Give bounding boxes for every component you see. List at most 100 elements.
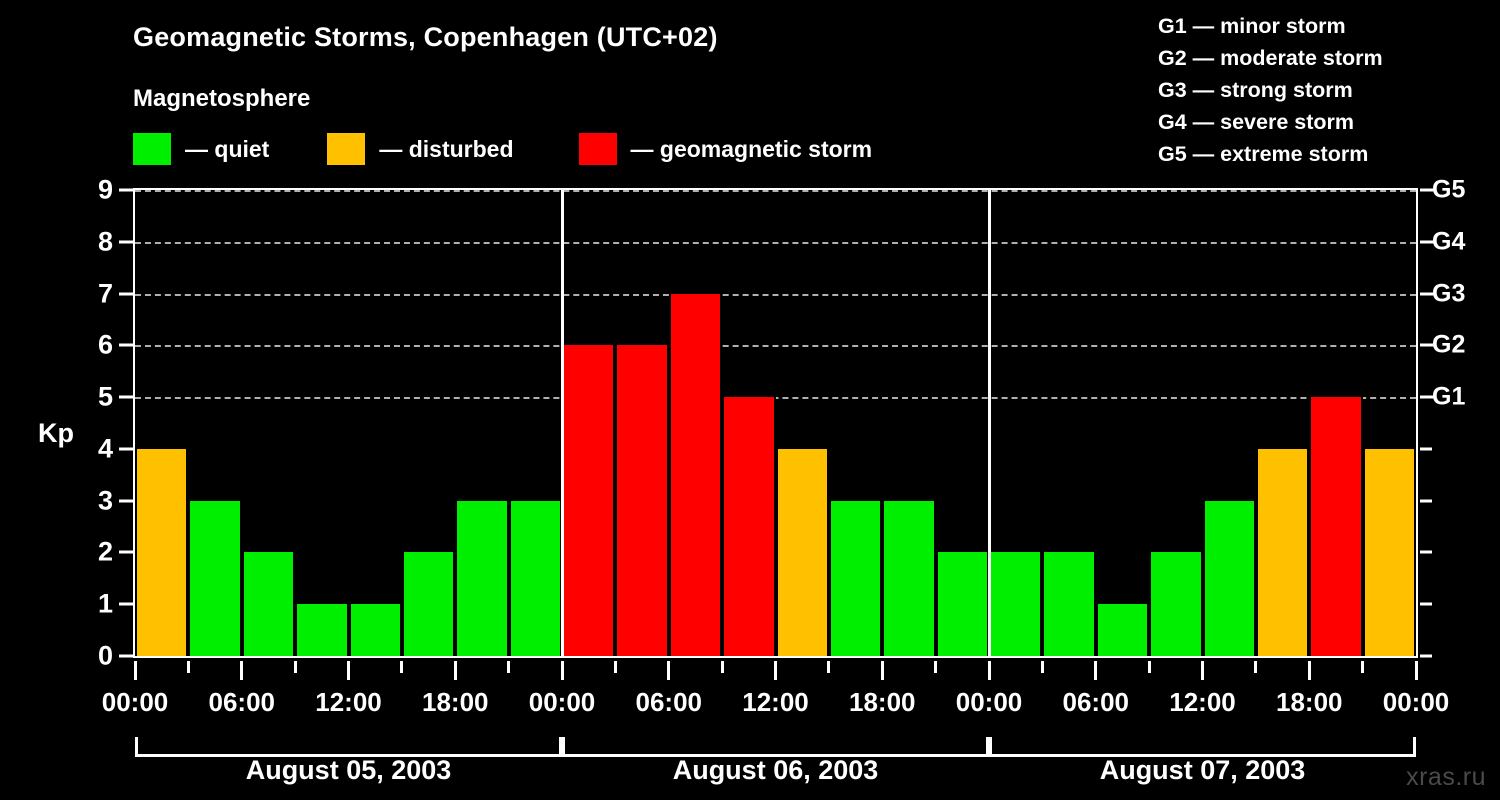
- x-tick-label-9: 06:00: [1062, 687, 1130, 717]
- g-tick-label-g5: G5: [1432, 175, 1466, 204]
- day-label-3: August 07, 2003: [1099, 755, 1306, 785]
- gridline-kp-5: [135, 397, 1416, 400]
- storm-scale-g4: G4 — severe storm: [1158, 110, 1354, 134]
- g-tick-mark-g3: [1420, 292, 1434, 296]
- x-tick-mark-18: [1094, 661, 1098, 680]
- gridline-kp-6: [135, 345, 1416, 348]
- bar-10[interactable]: [668, 293, 723, 656]
- day-bracket-2: [562, 737, 989, 757]
- x-tick-label-2: 12:00: [315, 687, 382, 717]
- x-tick-mark-12: [774, 661, 777, 680]
- bar-12[interactable]: [775, 448, 829, 656]
- day-separator-2: [987, 190, 991, 656]
- bar-3[interactable]: [295, 604, 349, 656]
- bar-13[interactable]: [828, 500, 883, 656]
- x-tick-mark-16: [987, 661, 991, 680]
- right-minor-tick-4: [1420, 447, 1432, 451]
- bar-16[interactable]: [989, 552, 1043, 656]
- bar-20[interactable]: [1202, 500, 1256, 656]
- bar-5[interactable]: [401, 552, 456, 656]
- gridline-kp-9: [135, 190, 1416, 192]
- bar-4[interactable]: [348, 604, 402, 656]
- g-tick-label-g4: G4: [1432, 227, 1466, 256]
- legend-label-disturbed: — disturbed: [379, 135, 514, 162]
- bar-2[interactable]: [241, 552, 296, 656]
- x-tick-mark-23: [1361, 661, 1365, 673]
- x-tick-mark-14: [880, 661, 884, 680]
- bar-11[interactable]: [722, 397, 776, 656]
- y-tick-label-1: 1: [97, 588, 113, 619]
- x-tick-mark-11: [720, 661, 724, 673]
- y-tick-label-5: 5: [97, 381, 113, 412]
- x-tick-mark-4: [347, 661, 350, 680]
- y-tick-label-3: 3: [97, 485, 113, 516]
- x-tick-mark-8: [560, 661, 564, 680]
- g-tick-mark-g5: [1420, 188, 1434, 192]
- bar-1[interactable]: [188, 500, 242, 656]
- g-tick-mark-g2: [1420, 343, 1434, 347]
- x-tick-mark-17: [1040, 661, 1044, 673]
- legend-item-quiet: — quiet: [133, 133, 269, 165]
- storm-scale-legend: G1 — minor storm G2 — moderate storm G3 …: [1158, 10, 1488, 170]
- x-tick-mark-1: [186, 661, 190, 673]
- legend-swatch-quiet: [133, 133, 171, 165]
- legend-swatch-disturbed: [327, 133, 366, 165]
- y-tick-mark-4: [119, 447, 133, 451]
- bar-18[interactable]: [1095, 604, 1150, 656]
- storm-scale-g1: G1 — minor storm: [1158, 14, 1346, 38]
- bar-15[interactable]: [935, 552, 989, 656]
- day-label-1: August 05, 2003: [245, 755, 452, 785]
- y-tick-mark-9: [119, 188, 133, 192]
- g-tick-mark-g1: [1420, 395, 1434, 399]
- y-tick-label-4: 4: [97, 433, 113, 464]
- bar-series: [135, 190, 1416, 656]
- day-bracket-3: [989, 737, 1416, 757]
- right-minor-tick-0: [1420, 654, 1432, 658]
- x-tick-mark-13: [827, 661, 831, 673]
- bar-9[interactable]: [615, 345, 669, 656]
- y-tick-mark-6: [119, 343, 133, 347]
- x-tick-mark-9: [613, 661, 617, 673]
- right-minor-tick-2: [1420, 550, 1432, 554]
- bar-6[interactable]: [455, 500, 509, 656]
- g-tick-label-g3: G3: [1432, 279, 1466, 308]
- x-tick-mark-6: [453, 661, 457, 680]
- bar-23[interactable]: [1362, 448, 1416, 656]
- bar-8[interactable]: [562, 345, 616, 656]
- legend-label-storm: — geomagnetic storm: [630, 135, 873, 162]
- legend-item-storm: — geomagnetic storm: [578, 133, 873, 165]
- y-tick-label-8: 8: [97, 226, 113, 257]
- bar-0[interactable]: [135, 448, 189, 656]
- plot-area: [133, 188, 1418, 658]
- x-tick-label-1: 06:00: [208, 687, 276, 717]
- legend-swatch-storm: [578, 133, 617, 165]
- g-tick-label-g2: G2: [1432, 330, 1466, 359]
- day-separator-1: [560, 190, 564, 656]
- x-tick-mark-2: [240, 661, 244, 680]
- bar-22[interactable]: [1309, 397, 1363, 656]
- bar-21[interactable]: [1255, 448, 1310, 656]
- x-tick-label-10: 12:00: [1169, 687, 1236, 717]
- bar-17[interactable]: [1042, 552, 1096, 656]
- bar-7[interactable]: [508, 500, 562, 656]
- g-tick-label-g1: G1: [1432, 382, 1466, 411]
- x-tick-label-11: 18:00: [1276, 687, 1343, 717]
- bar-14[interactable]: [882, 500, 936, 656]
- bar-19[interactable]: [1149, 552, 1203, 656]
- x-tick-label-5: 06:00: [635, 687, 703, 717]
- x-tick-label-3: 18:00: [422, 687, 489, 717]
- y-tick-label-9: 9: [97, 174, 113, 205]
- y-tick-label-0: 0: [97, 640, 113, 671]
- day-bracket-1: [135, 737, 562, 757]
- gridline-kp-7: [135, 293, 1416, 296]
- right-minor-tick-1: [1420, 602, 1432, 606]
- x-tick-label-4: 00:00: [528, 687, 596, 717]
- y-tick-mark-5: [119, 395, 133, 399]
- storm-scale-g5: G5 — extreme storm: [1158, 142, 1369, 166]
- y-tick-mark-8: [119, 240, 133, 244]
- x-tick-label-12: 00:00: [1382, 687, 1450, 717]
- y-tick-label-6: 6: [97, 329, 113, 360]
- watermark: xras.ru: [1406, 763, 1486, 791]
- x-tick-label-6: 12:00: [742, 687, 809, 717]
